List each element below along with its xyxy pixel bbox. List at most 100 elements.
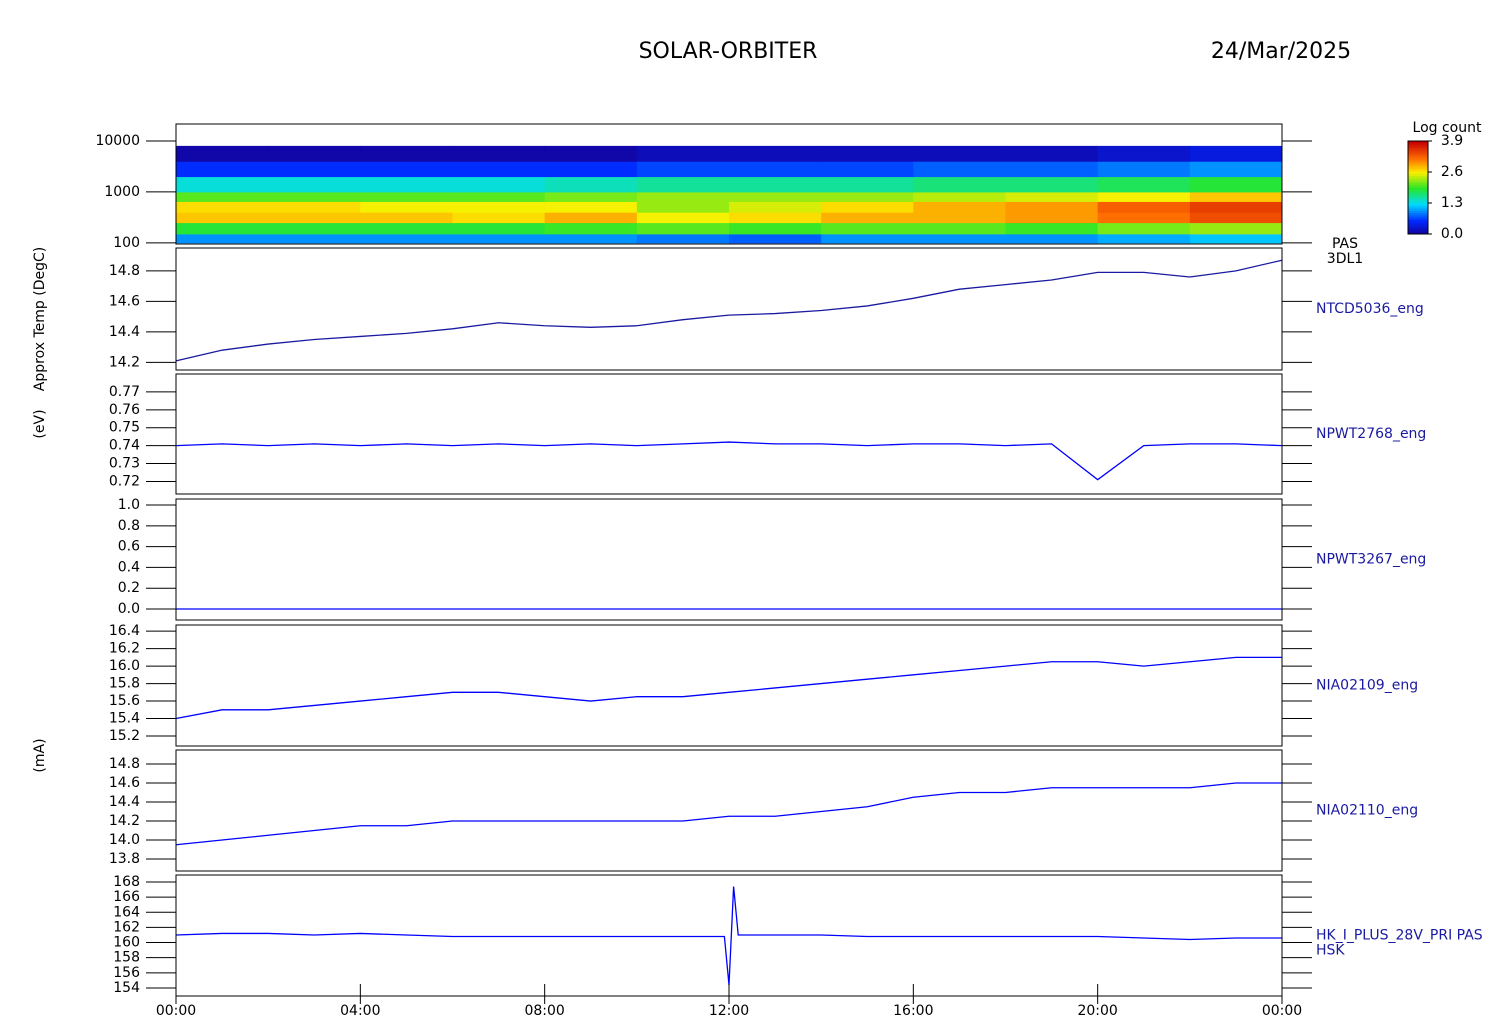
heatmap-cell xyxy=(176,145,269,162)
heatmap-cell xyxy=(821,201,914,213)
line-series xyxy=(175,656,1282,720)
colorbar-swatch xyxy=(1408,171,1428,175)
colorbar-swatch xyxy=(1408,157,1428,161)
colorbar-swatch xyxy=(1408,220,1428,223)
colorbar-swatch xyxy=(1408,189,1428,193)
y-tick-label: 16.4 xyxy=(109,623,140,639)
heatmap-cell xyxy=(176,161,269,178)
heatmap-cell xyxy=(452,145,546,162)
heatmap-cell xyxy=(1005,161,1099,178)
colorbar-swatch xyxy=(1408,203,1428,207)
heatmap-cell xyxy=(1097,161,1191,178)
heatmap-cell xyxy=(268,161,361,178)
panel-label: HK_I_PLUS_28V_PRI PAS xyxy=(1316,928,1483,944)
heatmap-cell xyxy=(1097,212,1191,224)
heatmap-cell xyxy=(360,191,453,202)
y-tick-label: 14.8 xyxy=(109,263,140,279)
panel-label: 3DL1 xyxy=(1327,251,1363,267)
heatmap-cell xyxy=(1005,176,1099,193)
colorbar-swatch xyxy=(1408,215,1428,219)
panel-frame xyxy=(175,624,1283,747)
x-tick-label: 00:00 xyxy=(1262,1003,1302,1019)
heatmap-cell xyxy=(821,145,914,162)
heatmap-cell xyxy=(729,191,822,202)
colorbar-swatch xyxy=(1408,192,1428,195)
heatmap-cell xyxy=(1189,201,1283,213)
heatmap-cell xyxy=(360,212,453,224)
chart-title: SOLAR-ORBITER xyxy=(639,39,818,64)
heatmap-cell xyxy=(1189,212,1283,224)
heatmap-cell xyxy=(360,176,453,193)
y-tick-label: 14.2 xyxy=(109,813,140,829)
colorbar-swatch xyxy=(1408,164,1428,168)
y-tick-label: 10000 xyxy=(95,133,140,149)
colorbar-swatch xyxy=(1408,206,1428,209)
colorbar-swatch xyxy=(1408,217,1428,221)
y-tick-label: 14.4 xyxy=(109,324,140,340)
colorbar-swatch xyxy=(1408,182,1428,186)
heatmap-cell xyxy=(636,145,730,162)
heatmap-cell xyxy=(544,212,638,224)
heatmap-cell xyxy=(913,233,1006,244)
colorbar-swatch xyxy=(1408,231,1428,235)
heatmap-cell xyxy=(268,201,361,213)
heatmap-cell xyxy=(268,233,361,244)
colorbar-swatch xyxy=(1408,201,1428,205)
heatmap-cell xyxy=(821,191,914,202)
heatmap-cell xyxy=(1189,233,1283,244)
heatmap-cell xyxy=(1005,222,1099,235)
line-series xyxy=(175,441,1283,481)
colorbar-swatch xyxy=(1408,196,1428,200)
heatmap-cell xyxy=(176,176,269,193)
colorbar-tick-label: 2.6 xyxy=(1441,164,1463,180)
colorbar-swatch xyxy=(1408,143,1428,147)
heatmap-cell xyxy=(360,161,453,178)
colorbar-swatch xyxy=(1408,185,1428,188)
colorbar-swatch xyxy=(1408,173,1428,177)
heatmap-cell xyxy=(544,176,638,193)
x-tick-label: 12:00 xyxy=(709,1003,749,1019)
y-tick-label: 158 xyxy=(113,950,140,966)
heatmap-cell xyxy=(636,222,730,235)
heatmap-cell xyxy=(1097,176,1191,193)
panel-label: NTCD5036_eng xyxy=(1316,301,1424,317)
panel-frame xyxy=(175,749,1283,872)
heatmap-cell xyxy=(452,191,546,202)
y-tick-label: 164 xyxy=(113,904,140,920)
y-tick-label: 15.4 xyxy=(109,711,140,727)
chart-date: 24/Mar/2025 xyxy=(1211,39,1351,64)
y-tick-label: 100 xyxy=(113,235,140,251)
heatmap-cell xyxy=(636,161,730,178)
y-tick-label: 162 xyxy=(113,919,140,935)
heatmap-cell xyxy=(1189,191,1283,202)
y-tick-label: 168 xyxy=(113,874,140,890)
heatmap-cell xyxy=(1097,201,1191,213)
y-tick-label: 0.74 xyxy=(109,438,140,454)
heatmap-cell xyxy=(636,212,730,224)
heatmap-cell xyxy=(729,161,822,178)
panel-label: HSK xyxy=(1316,943,1345,959)
x-tick-label: 16:00 xyxy=(893,1003,933,1019)
panel-label: PAS xyxy=(1332,236,1358,252)
y-tick-label: 15.6 xyxy=(109,693,140,709)
y-tick-label: 0.76 xyxy=(109,402,140,418)
heatmap-cell xyxy=(268,191,361,202)
heatmap-cell xyxy=(360,222,453,235)
heatmap-cell xyxy=(1189,161,1283,178)
heatmap-cell xyxy=(636,176,730,193)
colorbar-swatch xyxy=(1408,222,1428,226)
heatmap-cell xyxy=(544,222,638,235)
heatmap-cell xyxy=(544,191,638,202)
heatmap-cell xyxy=(176,201,269,213)
heatmap-cell xyxy=(729,145,822,162)
heatmap-cell xyxy=(268,222,361,235)
heatmap-cell xyxy=(452,161,546,178)
heatmap-cell xyxy=(176,222,269,235)
y-tick-label: 16.2 xyxy=(109,641,140,657)
heatmap-cell xyxy=(452,201,546,213)
x-tick-label: 00:00 xyxy=(156,1003,196,1019)
y-tick-label: 160 xyxy=(113,935,140,951)
y-tick-label: 13.8 xyxy=(109,851,140,867)
